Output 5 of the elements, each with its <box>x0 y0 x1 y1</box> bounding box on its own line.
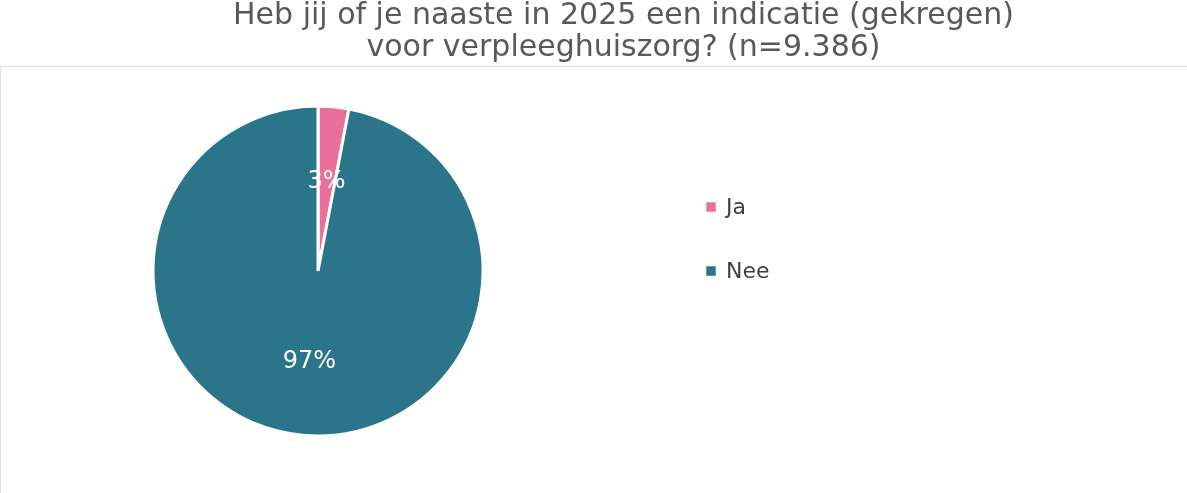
legend-label: Nee <box>726 258 770 283</box>
pie-slice <box>151 104 485 438</box>
legend-label: Ja <box>724 194 746 219</box>
chart-title: Heb jij of je naaste in 2025 een indicatie (gekregen) voor verpleeghuiszorg? (n=9.386) <box>233 0 1014 63</box>
data-label: 97% <box>282 346 337 375</box>
